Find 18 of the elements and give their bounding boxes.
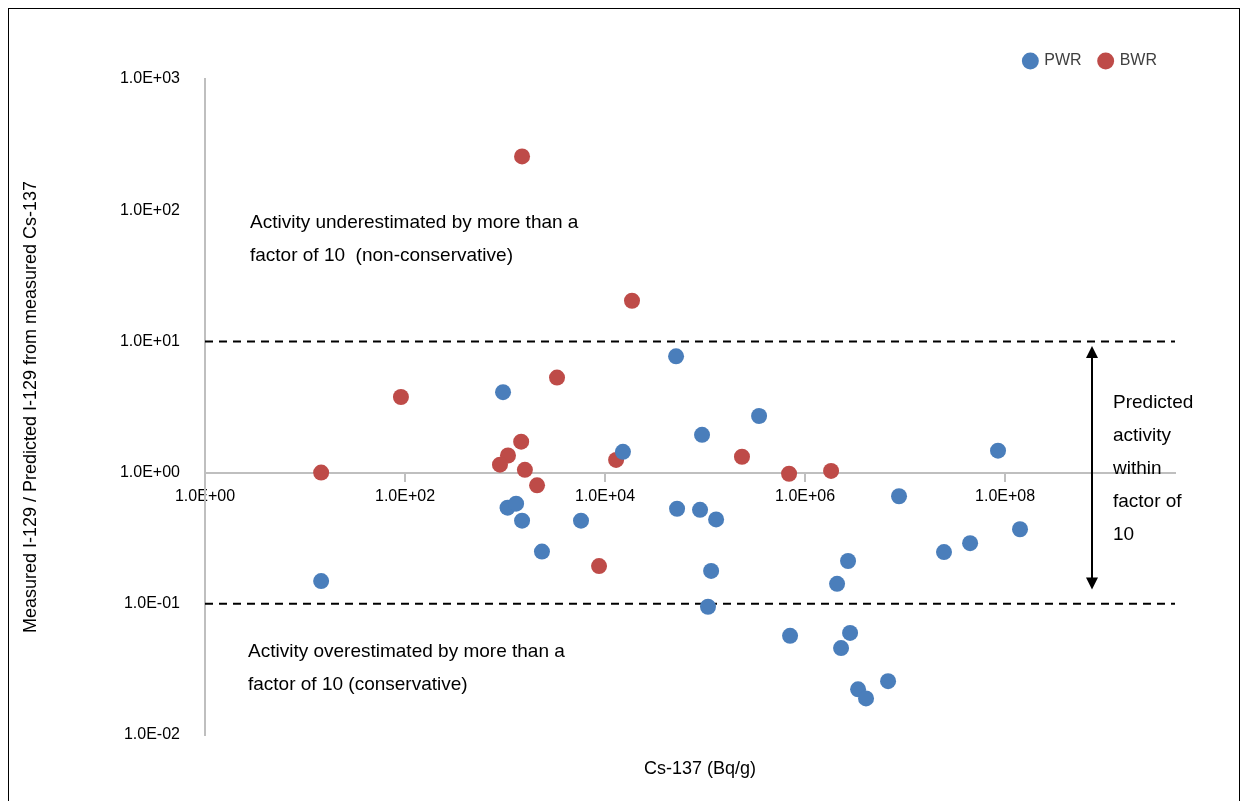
x-tick-label: 1.0E+08 [975,486,1036,504]
y-tick-label: 1.0E+03 [119,69,181,87]
x-tick-label: 1.0E+04 [575,486,636,504]
annotation: Predicted activity within factor of 10 [1112,391,1194,544]
legend-label: PWR [1044,51,1082,69]
y-axis-title: Measured I-129 / Predicted I-129 from measured Cs-137 [19,180,40,634]
annotation: Activity underestimated by more than a factor of 10 (non-conservative) [250,211,579,265]
legend-label: BWR [1119,51,1157,69]
x-tick-label: 1.0E+02 [374,486,436,504]
y-tick-label: 1.0E+02 [119,200,181,218]
x-tick-label: 1.0E+00 [174,486,236,504]
annotation: Activity overestimated by more than a factor of 10 (conservative) [248,640,566,694]
x-tick-label: 1.0E+06 [775,486,836,504]
y-tick-label: 1.0E-02 [123,725,181,743]
y-tick-label: 1.0E-01 [123,594,181,612]
x-axis-title: Cs-137 (Bq/g) [643,758,757,778]
y-tick-label: 1.0E+01 [119,331,181,349]
y-tick-label: 1.0E+00 [119,463,181,481]
